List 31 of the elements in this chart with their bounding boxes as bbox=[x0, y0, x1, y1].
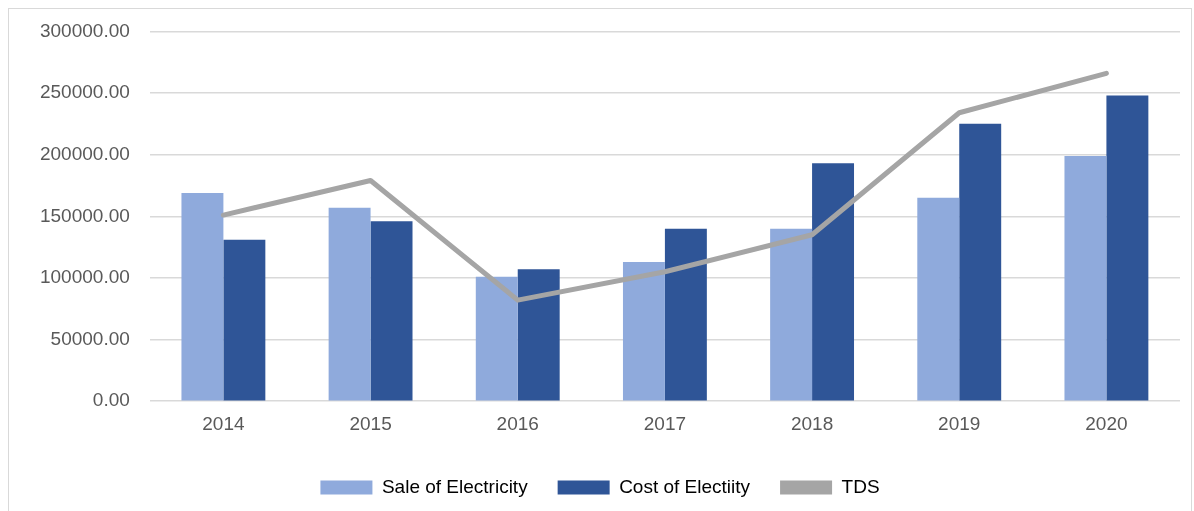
bar bbox=[517, 269, 560, 401]
bar bbox=[181, 192, 224, 401]
bar bbox=[475, 276, 518, 401]
y-tick-label: 200000.00 bbox=[39, 142, 130, 164]
bar bbox=[370, 221, 413, 401]
x-tick-label: 2019 bbox=[938, 412, 981, 434]
legend-label: TDS bbox=[841, 475, 880, 497]
x-tick-label: 2014 bbox=[202, 412, 245, 434]
bar bbox=[770, 228, 813, 401]
bar bbox=[917, 197, 960, 401]
y-tick-label: 100000.00 bbox=[39, 266, 130, 288]
legend-label: Sale of Electricity bbox=[381, 475, 529, 497]
bar bbox=[223, 239, 266, 401]
x-tick-label: 2017 bbox=[643, 412, 687, 434]
bar bbox=[1106, 95, 1149, 401]
x-tick-label: 2016 bbox=[496, 412, 539, 434]
x-tick-label: 2015 bbox=[349, 412, 392, 434]
bar bbox=[959, 123, 1002, 401]
bar bbox=[664, 228, 707, 401]
y-tick-label: 250000.00 bbox=[39, 81, 130, 103]
x-tick-label: 2018 bbox=[790, 412, 834, 434]
bar bbox=[1064, 155, 1107, 401]
y-tick-label: 0.00 bbox=[92, 389, 130, 411]
y-tick-label: 150000.00 bbox=[39, 204, 130, 226]
y-tick-label: 300000.00 bbox=[39, 19, 130, 41]
bar bbox=[328, 207, 371, 401]
y-tick-label: 50000.00 bbox=[50, 327, 130, 349]
x-tick-label: 2020 bbox=[1085, 412, 1128, 434]
legend-label: Cost of Electiity bbox=[619, 475, 751, 497]
bar bbox=[812, 163, 855, 401]
bar bbox=[622, 261, 665, 401]
